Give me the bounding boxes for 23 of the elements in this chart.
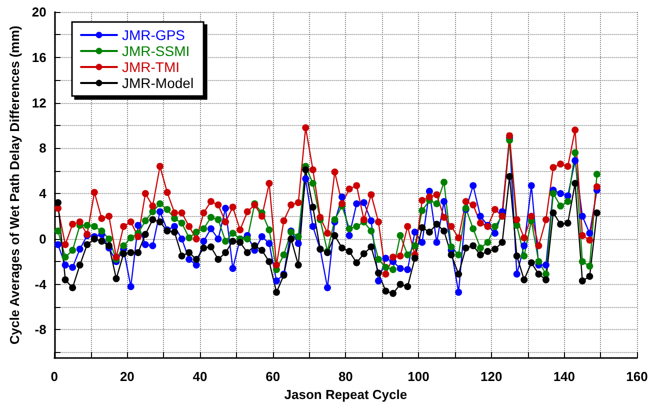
y-tick-label: -4	[34, 276, 48, 292]
legend-label: JMR-SSMI	[122, 43, 190, 59]
x-tick-label: 60	[266, 369, 280, 384]
legend-label: JMR-Model	[122, 75, 194, 91]
x-tick-label: 140	[553, 369, 576, 384]
y-tick-label: -8	[34, 322, 46, 338]
y-tick-label: 20	[32, 4, 46, 20]
legend-label: JMR-GPS	[122, 27, 185, 43]
x-tick-label: 0	[50, 369, 58, 384]
y-tick-label: 0	[39, 231, 46, 246]
x-tick-label: 100	[408, 369, 430, 384]
x-tick-label: 120	[480, 369, 502, 384]
x-tick-label: 40	[192, 369, 208, 384]
y-tick-label: 4	[39, 186, 48, 202]
y-tick-label: 12	[32, 95, 46, 110]
y-axis-title: Cycle Averages of Wet Path Delay Differences (mm)	[7, 26, 22, 344]
y-tick-label: 16	[32, 50, 46, 65]
y-tick-label: 8	[39, 140, 46, 156]
x-tick-label: 20	[120, 369, 134, 384]
x-tick-label: 80	[338, 369, 353, 384]
x-tick-label: 160	[626, 369, 648, 384]
x-axis-title: Jason Repeat Cycle	[284, 387, 408, 402]
legend-label: JMR-TMI	[122, 59, 180, 75]
